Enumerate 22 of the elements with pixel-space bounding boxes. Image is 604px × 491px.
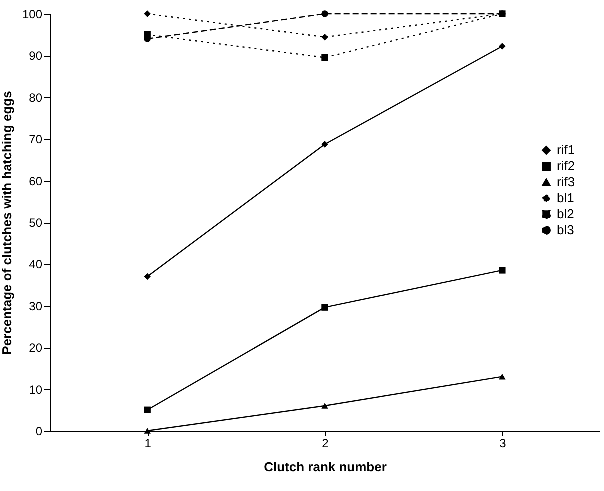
y-tick-label: 90: [29, 49, 43, 64]
legend-label: bl1: [557, 190, 574, 206]
x-axis-title: Clutch rank number: [264, 460, 387, 474]
y-axis-title: Percentage of clutches with hatching eggs: [0, 91, 14, 355]
y-tick-label: 70: [29, 132, 43, 147]
y-tick-label: 100: [22, 8, 43, 22]
legend-label: bl3: [557, 222, 574, 238]
x-tick-label: 1: [144, 436, 152, 450]
y-tick-label: 40: [29, 258, 43, 272]
legend-label: rif2: [557, 158, 576, 174]
legend-label: rif1: [557, 142, 576, 158]
x-tick-label: 2: [322, 436, 330, 450]
y-tick-label: 50: [29, 216, 43, 230]
y-tick-label: 10: [29, 382, 43, 397]
y-tick-label: 30: [29, 299, 43, 314]
legend-label: bl2: [557, 206, 574, 222]
x-tick-label: 3: [500, 436, 507, 450]
y-tick-label: 80: [29, 90, 43, 105]
y-tick-label: 20: [29, 341, 43, 356]
legend-label: rif3: [557, 174, 576, 190]
y-tick-label: 60: [29, 174, 43, 188]
y-tick-label: 0: [36, 424, 43, 438]
